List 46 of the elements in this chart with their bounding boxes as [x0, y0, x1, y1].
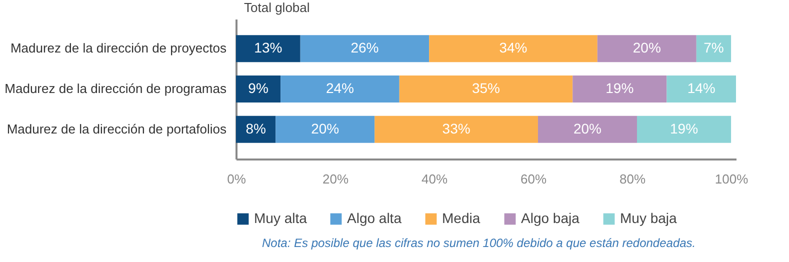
bar: [538, 116, 637, 143]
x-tick-label: 0%: [227, 172, 246, 186]
data-label: 33%: [442, 120, 470, 136]
bar: [236, 75, 281, 103]
bar: [236, 35, 300, 62]
bar: [429, 35, 598, 62]
data-label: 14%: [687, 80, 716, 96]
text: Nota: Es posible que las cifras no sumen 100% debido a que están redondeadas.: [262, 236, 696, 250]
legend-label: Muy baja: [620, 210, 678, 226]
data-label: 19%: [606, 80, 634, 96]
bar: [636, 116, 732, 143]
y-tick-label: Madurez de la dirección de portafolios: [6, 121, 227, 136]
data-label: 34%: [499, 40, 528, 56]
chart-title: Total global: [244, 0, 310, 15]
data-label: 8%: [246, 120, 266, 136]
legend-label: Muy alta: [254, 210, 308, 226]
legend-label: Algo baja: [521, 210, 580, 226]
x-tick-label: 20%: [322, 172, 349, 186]
bar: [597, 35, 696, 62]
y-tick-label: Madurez de la dirección de proyectos: [10, 40, 227, 56]
y-tick-label: Madurez de la dirección de programas: [4, 81, 227, 96]
bar: [276, 116, 375, 143]
bar: [236, 116, 276, 143]
data-label: 9%: [248, 80, 268, 96]
bar: [374, 116, 538, 143]
data-label: 35%: [472, 80, 500, 96]
legend-label: Algo alta: [347, 210, 402, 226]
x-tick-label: 40%: [422, 172, 448, 186]
data-label: 20%: [632, 40, 661, 56]
bar: [280, 75, 400, 103]
data-label: 24%: [326, 80, 354, 96]
bar: [696, 35, 732, 62]
x-tick-label: 100%: [714, 172, 749, 186]
bar: [666, 75, 736, 103]
bar: [399, 75, 573, 103]
bar: [572, 75, 667, 103]
bar: [300, 35, 430, 62]
data-label: 20%: [573, 120, 602, 136]
data-label: 20%: [311, 120, 340, 136]
data-label: 26%: [350, 40, 379, 56]
x-tick-label: 60%: [520, 172, 547, 186]
data-label: 13%: [254, 40, 282, 56]
x-tick-label: 80%: [620, 172, 646, 186]
data-label: 7%: [704, 40, 724, 56]
legend-label: Media: [442, 210, 480, 226]
data-label: 19%: [670, 120, 698, 136]
